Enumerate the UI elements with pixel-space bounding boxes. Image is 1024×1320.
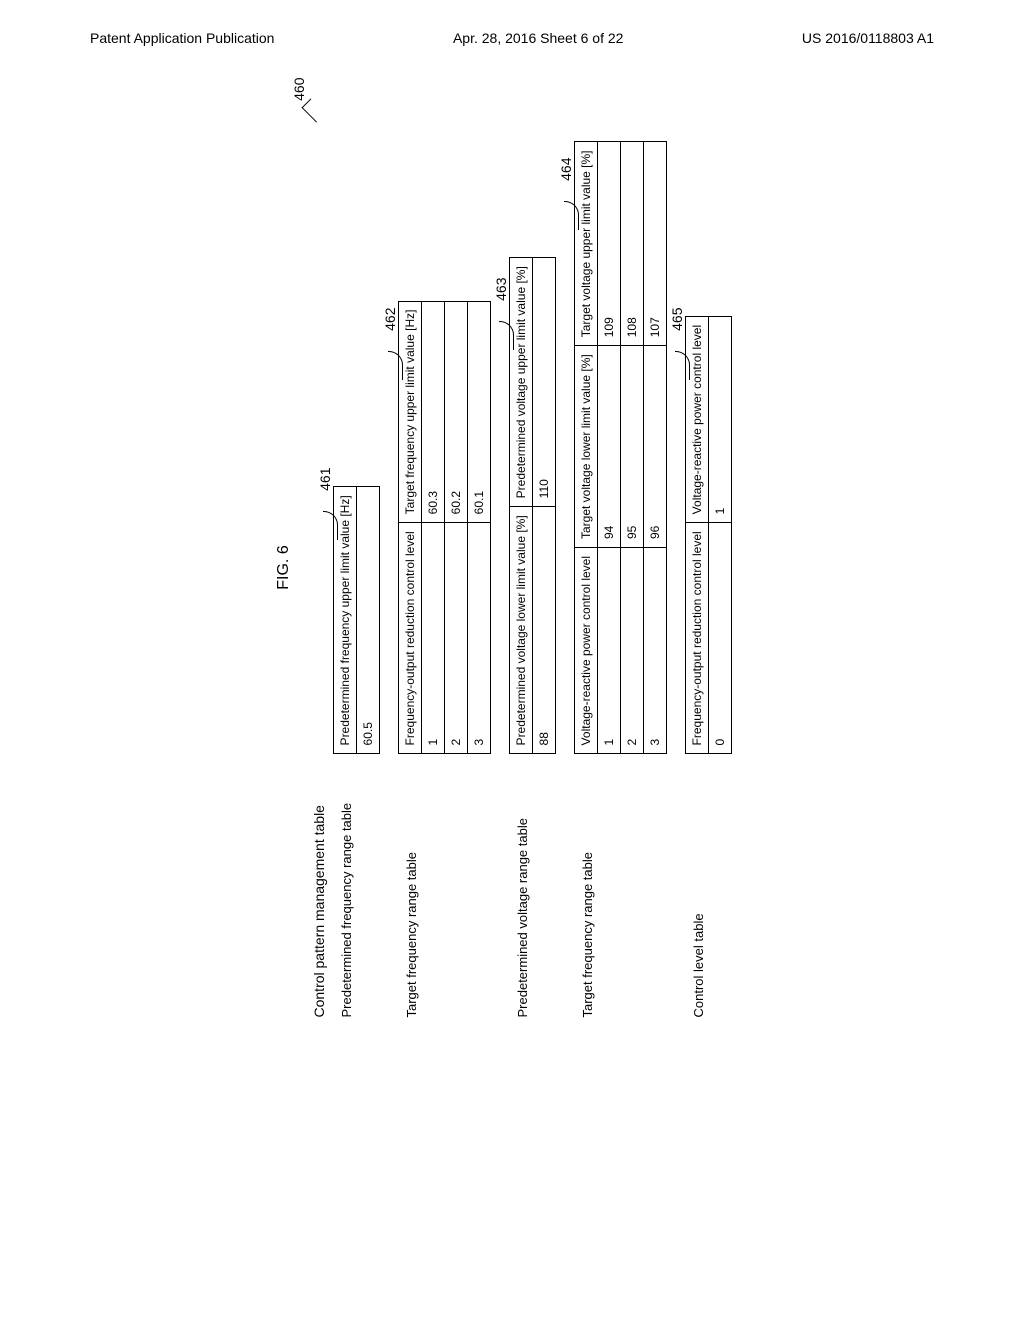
table-465: Frequency-output reduction control level… [685, 316, 732, 755]
data-cell: 1 [422, 523, 445, 754]
data-cell: 0 [709, 523, 732, 754]
header-cell: Predetermined voltage upper limit value … [510, 258, 533, 507]
header-cell: Voltage-reactive power control level [575, 548, 598, 754]
table-462: Frequency-output reduction control level… [398, 301, 491, 755]
header-cell: Target voltage upper limit value [%] [575, 142, 598, 346]
data-cell: 94 [598, 346, 621, 548]
section-465: Control level table Frequency-output red… [685, 118, 732, 1018]
ref-463: 463 [493, 278, 509, 301]
data-cell: 3 [644, 548, 667, 754]
label-465: Control level table [685, 758, 706, 1018]
section-464: Target frequency range table Voltage-rea… [574, 118, 667, 1018]
data-cell: 95 [621, 346, 644, 548]
table-463: Predetermined voltage lower limit value … [509, 257, 556, 754]
main-title: Control pattern management table [311, 118, 327, 1018]
ref-465: 465 [669, 308, 685, 331]
header-cell: Target frequency upper limit value [Hz] [399, 301, 422, 523]
section-462: Target frequency range table Frequency-o… [398, 118, 491, 1018]
data-cell: 108 [621, 142, 644, 346]
label-463: Predetermined voltage range table [509, 758, 530, 1018]
table-461: Predetermined frequency upper limit valu… [333, 486, 380, 754]
ref-462: 462 [382, 308, 398, 331]
header-cell: Predetermined voltage lower limit value … [510, 507, 533, 754]
table-464: Voltage-reactive power control level Tar… [574, 141, 667, 754]
data-cell: 88 [533, 507, 556, 754]
label-462: Target frequency range table [398, 758, 419, 1018]
header-cell: Frequency-output reduction control level [399, 523, 422, 754]
section-463: Predetermined voltage range table Predet… [509, 118, 556, 1018]
header-cell: Target voltage lower limit value [%] [575, 346, 598, 548]
data-cell: 60.1 [468, 301, 491, 523]
data-cell: 60.5 [357, 487, 380, 754]
header-right: US 2016/0118803 A1 [802, 30, 934, 46]
data-cell: 107 [644, 142, 667, 346]
header-cell: Voltage-reactive power control level [686, 316, 709, 522]
data-cell: 60.3 [422, 301, 445, 523]
section-461: Predetermined frequency range table Pred… [333, 118, 380, 1018]
data-cell: 2 [621, 548, 644, 754]
data-cell: 1 [598, 548, 621, 754]
header-left: Patent Application Publication [90, 30, 274, 46]
data-cell: 1 [709, 316, 732, 522]
figure-label: FIG. 6 [275, 0, 293, 1210]
data-cell: 2 [445, 523, 468, 754]
data-cell: 96 [644, 346, 667, 548]
ref-464: 464 [558, 158, 574, 181]
data-cell: 110 [533, 258, 556, 507]
label-464: Target frequency range table [574, 758, 595, 1018]
data-cell: 109 [598, 142, 621, 346]
ref-460: 460 [291, 78, 307, 101]
label-461: Predetermined frequency range table [333, 758, 354, 1018]
data-cell: 3 [468, 523, 491, 754]
header-cell: Frequency-output reduction control level [686, 523, 709, 754]
ref-461: 461 [317, 468, 333, 491]
data-cell: 60.2 [445, 301, 468, 523]
figure-container: FIG. 6 460 Control pattern management ta… [275, 0, 750, 1210]
